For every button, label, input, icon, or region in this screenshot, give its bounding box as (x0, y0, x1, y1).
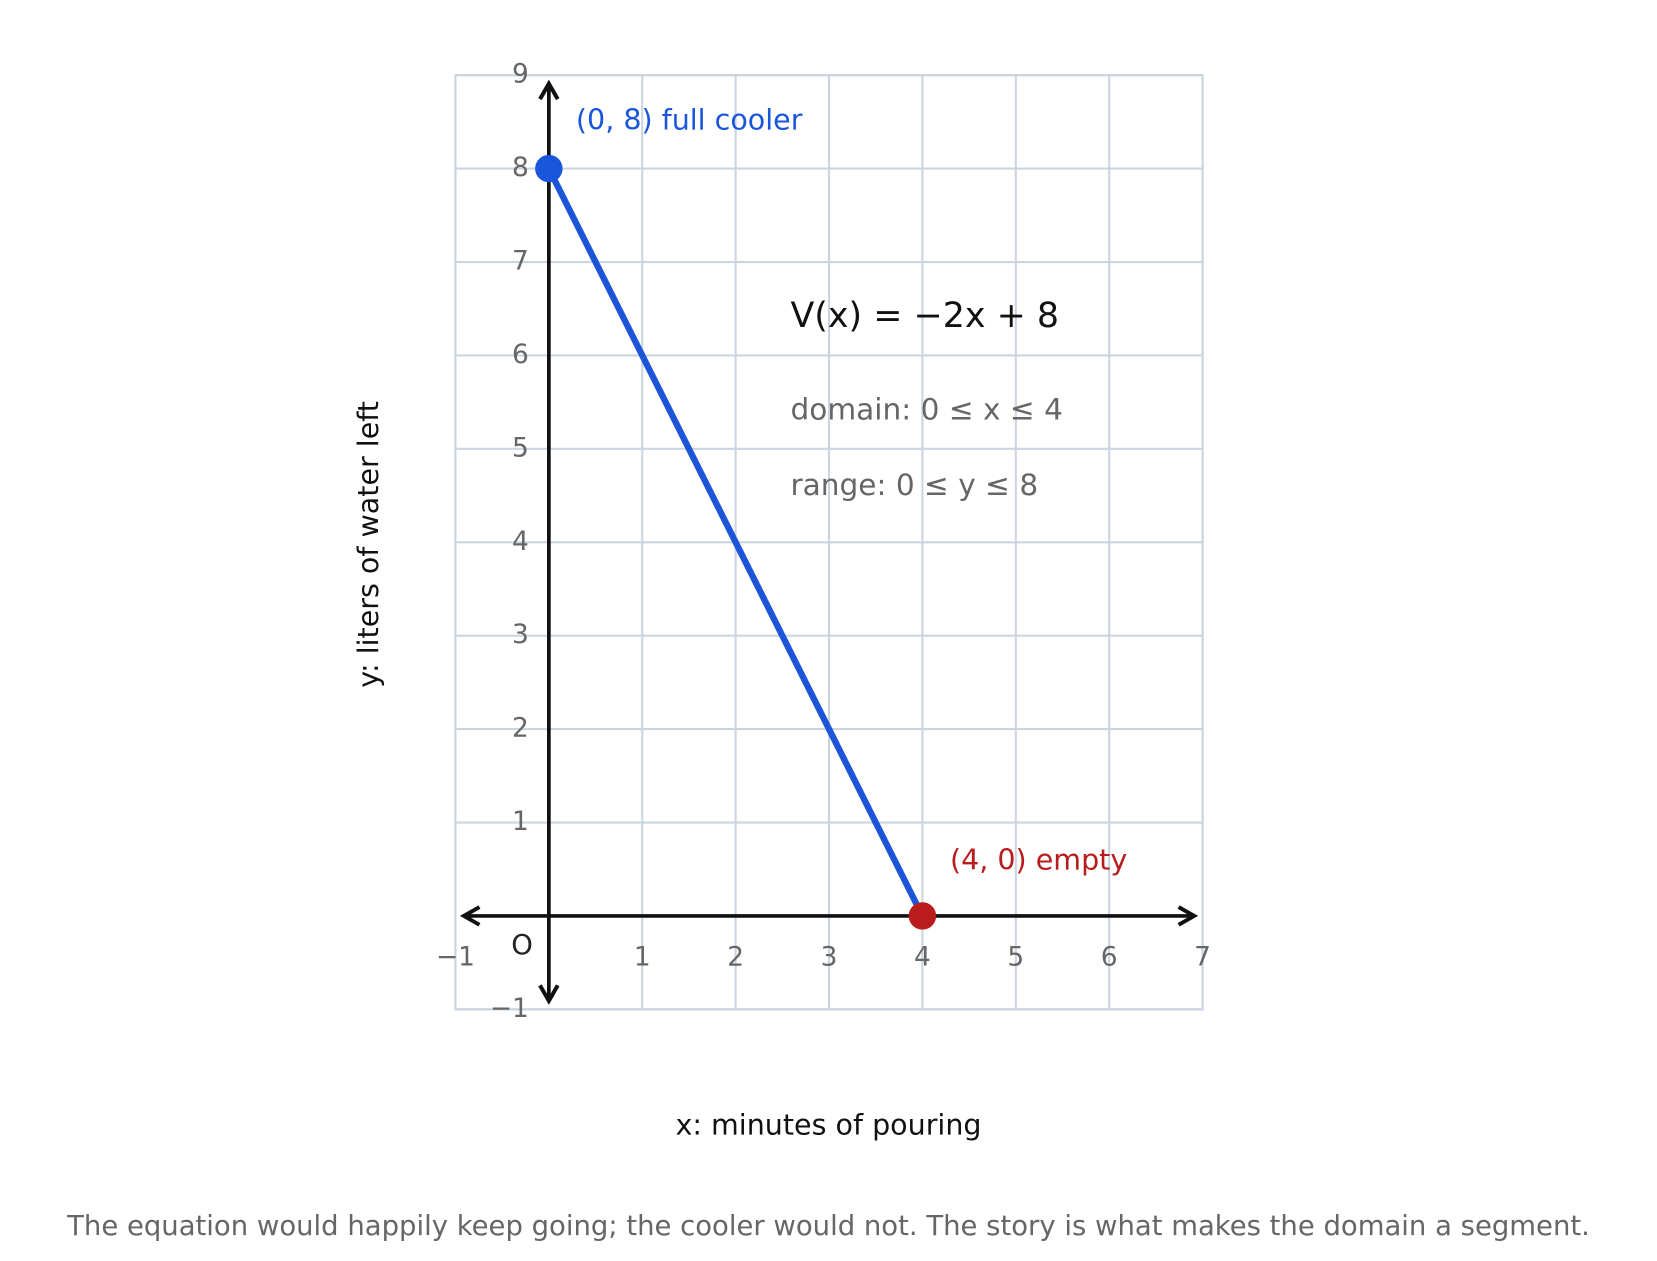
x-tick-label: 3 (821, 942, 838, 973)
data (535, 154, 937, 930)
plot-frame (454, 74, 1204, 1011)
y-tick-label: 1 (512, 806, 529, 837)
y-tick-label: 5 (512, 432, 529, 463)
x-tick-label: −1 (436, 942, 475, 973)
y-axis-label: y: liters of water left (352, 401, 385, 688)
origin-label: O (511, 930, 533, 961)
x-tick-label: 5 (1007, 942, 1024, 973)
y-tick-label: 8 (512, 152, 529, 183)
point-label: (4, 0) empty (950, 843, 1127, 876)
y-tick-label: −1 (490, 993, 529, 1024)
x-tick-label: 7 (1194, 942, 1211, 973)
y-tick-label: 3 (512, 619, 529, 650)
y-tick-label: 2 (512, 713, 529, 744)
y-tick-label: 4 (512, 526, 529, 557)
point (535, 154, 563, 183)
x-tick-label: 6 (1101, 942, 1118, 973)
x-tick-label: 1 (634, 942, 651, 973)
line (545, 165, 926, 920)
y-tick-label: 7 (512, 246, 529, 277)
x-tick-label: 4 (914, 942, 931, 973)
domain-note: domain: 0 ≤ x ≤ 4 (790, 393, 1062, 427)
caption: The equation would happily keep going; t… (66, 1211, 1590, 1242)
equation: V(x) = −2x + 8 (790, 296, 1059, 336)
x-axis-label: x: minutes of pouring (675, 1109, 981, 1142)
range-note: range: 0 ≤ y ≤ 8 (790, 468, 1038, 502)
point-label: (0, 8) full cooler (576, 104, 803, 137)
x-tick-label: 2 (727, 942, 744, 973)
y-tick-label: 9 (512, 59, 529, 90)
point (908, 902, 937, 930)
y-tick-label: 6 (512, 339, 529, 370)
axes: −1 1 2 3 4 5 6 7 −1 1 2 3 4 5 6 7 8 9 (436, 59, 1211, 1024)
